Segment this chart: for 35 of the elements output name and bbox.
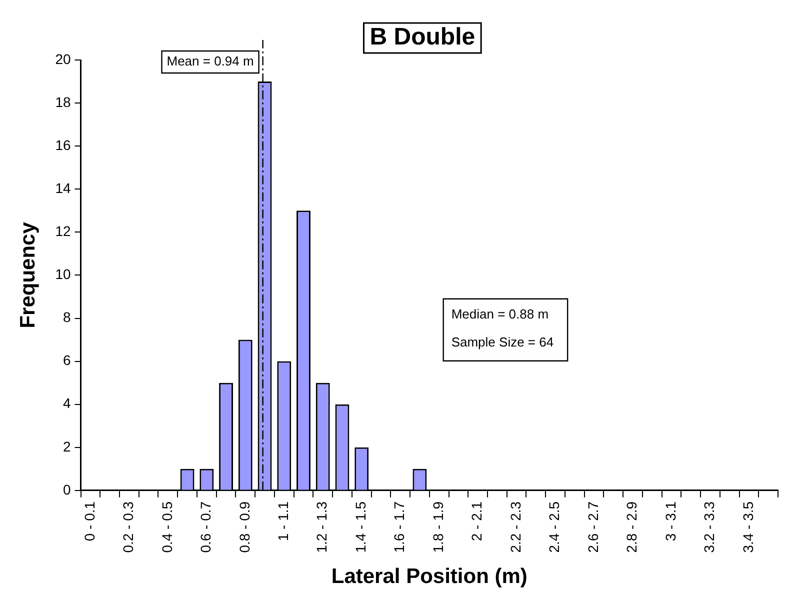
annotation: Sample Size = 64	[451, 334, 554, 350]
x-axis-title: Lateral Position (m)	[331, 565, 528, 588]
x-tick-label: 0.2 - 0.3	[120, 501, 136, 553]
x-tick-label: 0.8 - 0.9	[236, 501, 252, 553]
chart-title: B Double	[370, 24, 476, 51]
x-tick-label: 2 - 2.1	[468, 501, 485, 542]
y-tick-label: 16	[55, 136, 71, 153]
y-axis-title: Frequency	[16, 222, 40, 328]
x-tick-label: 2.6 - 2.7	[584, 501, 601, 553]
y-tick-label: 18	[55, 94, 71, 110]
x-tick-label: 3.4 - 3.5	[740, 501, 756, 553]
y-tick-label: 4	[62, 395, 71, 412]
x-tick-label: 2.8 - 2.9	[624, 501, 640, 553]
y-tick-label: 6	[62, 352, 71, 368]
y-tick-label: 14	[55, 180, 71, 196]
x-tick-label: 2.2 - 2.3	[507, 501, 524, 553]
annotation: Mean = 0.94 m	[166, 54, 254, 69]
y-tick-label: 8	[62, 309, 71, 326]
y-tick-label: 2	[62, 438, 71, 454]
x-tick-label: 1.6 - 1.7	[391, 501, 408, 553]
x-tick-label: 0.6 - 0.7	[198, 501, 214, 553]
x-tick-label: 2.4 - 2.5	[546, 501, 562, 553]
y-tick-label: 12	[55, 223, 71, 240]
y-tick-label: 0	[62, 481, 71, 498]
x-tick-label: 0.4 - 0.5	[158, 501, 175, 553]
x-tick-label: 1 - 1.1	[274, 501, 291, 542]
x-tick-label: 1.2 - 1.3	[314, 501, 330, 553]
annotation: Median = 0.88 m	[451, 306, 549, 322]
x-tick-label: 3 - 3.1	[662, 501, 678, 542]
x-tick-label: 0 - 0.1	[81, 501, 98, 542]
x-tick-label: 1.8 - 1.9	[430, 501, 446, 553]
x-tick-label: 3.2 - 3.3	[701, 501, 718, 553]
x-tick-label: 1.4 - 1.5	[352, 501, 368, 553]
y-tick-label: 10	[55, 266, 71, 282]
y-tick-label: 20	[55, 50, 71, 67]
